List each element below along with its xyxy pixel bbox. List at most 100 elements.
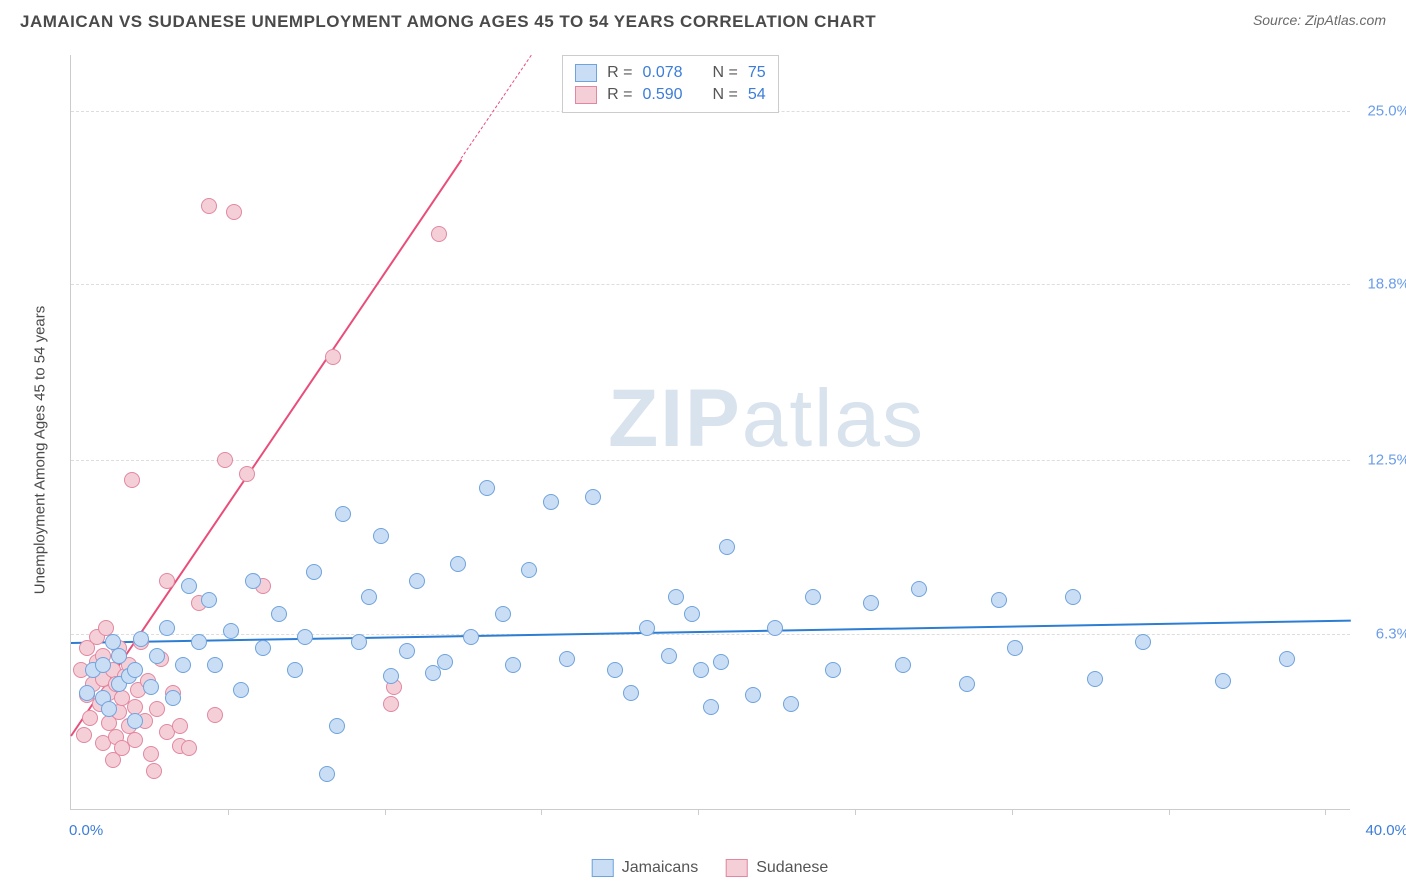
- gridline-h: [71, 634, 1350, 635]
- data-point-jamaicans: [351, 634, 367, 650]
- data-point-jamaicans: [479, 480, 495, 496]
- data-point-jamaicans: [668, 589, 684, 605]
- data-point-sudanese: [201, 198, 217, 214]
- data-point-jamaicans: [133, 631, 149, 647]
- data-point-sudanese: [82, 710, 98, 726]
- data-point-jamaicans: [1065, 589, 1081, 605]
- data-point-jamaicans: [437, 654, 453, 670]
- y-axis-label: Unemployment Among Ages 45 to 54 years: [32, 306, 49, 595]
- data-point-jamaicans: [191, 634, 207, 650]
- legend-label: Sudanese: [756, 859, 828, 877]
- data-point-jamaicans: [306, 564, 322, 580]
- stats-n-value: 54: [748, 86, 766, 104]
- data-point-sudanese: [239, 466, 255, 482]
- data-point-jamaicans: [399, 643, 415, 659]
- data-point-jamaicans: [111, 648, 127, 664]
- x-tick-mark: [228, 809, 229, 815]
- data-point-sudanese: [383, 696, 399, 712]
- y-tick-label: 6.3%: [1376, 625, 1406, 642]
- header: JAMAICAN VS SUDANESE UNEMPLOYMENT AMONG …: [0, 0, 1406, 32]
- legend-item-sudanese: Sudanese: [726, 859, 828, 877]
- data-point-jamaicans: [335, 506, 351, 522]
- data-point-jamaicans: [1279, 651, 1295, 667]
- stats-n-label: N =: [713, 86, 738, 104]
- data-point-sudanese: [181, 740, 197, 756]
- data-point-jamaicans: [639, 620, 655, 636]
- x-tick-mark: [698, 809, 699, 815]
- data-point-jamaicans: [319, 766, 335, 782]
- data-point-sudanese: [76, 727, 92, 743]
- data-point-jamaicans: [79, 685, 95, 701]
- data-point-jamaicans: [585, 489, 601, 505]
- x-tick-mark: [855, 809, 856, 815]
- data-point-jamaicans: [863, 595, 879, 611]
- source-label: Source: ZipAtlas.com: [1253, 12, 1386, 28]
- data-point-sudanese: [159, 573, 175, 589]
- data-point-sudanese: [146, 763, 162, 779]
- data-point-sudanese: [226, 204, 242, 220]
- data-point-jamaicans: [201, 592, 217, 608]
- legend-swatch: [726, 859, 748, 877]
- data-point-jamaicans: [1087, 671, 1103, 687]
- data-point-jamaicans: [543, 494, 559, 510]
- trend-line-dashed: [461, 55, 532, 159]
- data-point-jamaicans: [175, 657, 191, 673]
- stats-swatch: [575, 86, 597, 104]
- x-tick-mark: [1012, 809, 1013, 815]
- data-point-jamaicans: [233, 682, 249, 698]
- data-point-jamaicans: [661, 648, 677, 664]
- data-point-jamaicans: [505, 657, 521, 673]
- data-point-jamaicans: [713, 654, 729, 670]
- data-point-jamaicans: [521, 562, 537, 578]
- data-point-jamaicans: [745, 687, 761, 703]
- stats-row-sudanese: R = 0.590 N = 54: [575, 84, 766, 106]
- data-point-jamaicans: [623, 685, 639, 701]
- data-point-jamaicans: [159, 620, 175, 636]
- chart-title: JAMAICAN VS SUDANESE UNEMPLOYMENT AMONG …: [20, 12, 876, 32]
- data-point-jamaicans: [127, 713, 143, 729]
- stats-n-value: 75: [748, 64, 766, 82]
- stats-r-label: R =: [607, 64, 632, 82]
- data-point-sudanese: [325, 349, 341, 365]
- data-point-jamaicans: [223, 623, 239, 639]
- chart-area: Unemployment Among Ages 45 to 54 years Z…: [50, 55, 1370, 845]
- data-point-jamaicans: [207, 657, 223, 673]
- data-point-sudanese: [124, 472, 140, 488]
- legend-swatch: [592, 859, 614, 877]
- y-tick-label: 12.5%: [1367, 452, 1406, 469]
- stats-r-value: 0.078: [642, 64, 682, 82]
- data-point-jamaicans: [783, 696, 799, 712]
- stats-row-jamaicans: R =0.078N =75: [575, 62, 766, 84]
- data-point-jamaicans: [703, 699, 719, 715]
- legend-item-jamaicans: Jamaicans: [592, 859, 698, 877]
- data-point-jamaicans: [271, 606, 287, 622]
- data-point-sudanese: [431, 226, 447, 242]
- data-point-jamaicans: [895, 657, 911, 673]
- data-point-sudanese: [217, 452, 233, 468]
- data-point-jamaicans: [101, 701, 117, 717]
- stats-r-label: R =: [607, 86, 632, 104]
- x-tick-mark: [385, 809, 386, 815]
- data-point-jamaicans: [693, 662, 709, 678]
- data-point-jamaicans: [1135, 634, 1151, 650]
- data-point-jamaicans: [245, 573, 261, 589]
- data-point-sudanese: [149, 701, 165, 717]
- data-point-jamaicans: [373, 528, 389, 544]
- data-point-jamaicans: [825, 662, 841, 678]
- data-point-jamaicans: [463, 629, 479, 645]
- data-point-jamaicans: [95, 657, 111, 673]
- data-point-jamaicans: [255, 640, 271, 656]
- stats-r-value: 0.590: [642, 86, 682, 104]
- y-tick-label: 18.8%: [1367, 276, 1406, 293]
- data-point-jamaicans: [165, 690, 181, 706]
- watermark: ZIPatlas: [608, 372, 925, 466]
- data-point-jamaicans: [361, 589, 377, 605]
- data-point-jamaicans: [143, 679, 159, 695]
- data-point-jamaicans: [127, 662, 143, 678]
- legend: Jamaicans Sudanese: [592, 859, 829, 877]
- data-point-jamaicans: [425, 665, 441, 681]
- stats-box: R = 0.078 N = 75 R = 0.590 N = 54: [562, 55, 779, 113]
- data-point-sudanese: [127, 732, 143, 748]
- data-point-sudanese: [172, 718, 188, 734]
- data-point-jamaicans: [1215, 673, 1231, 689]
